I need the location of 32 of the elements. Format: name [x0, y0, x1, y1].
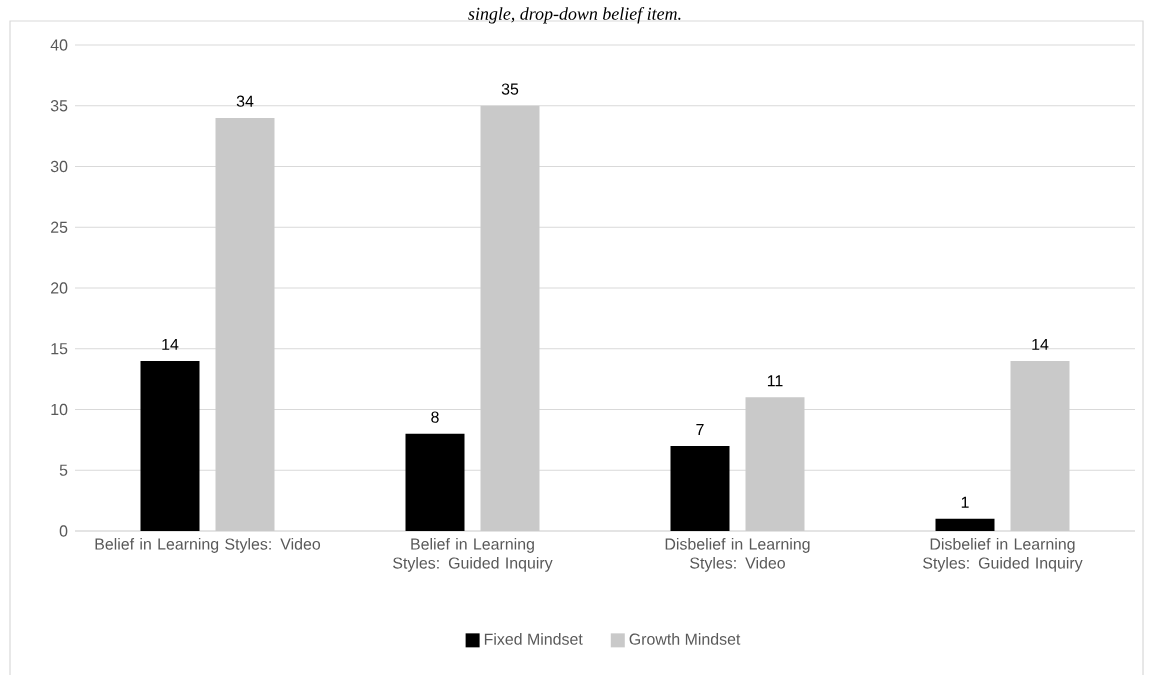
bar: [1010, 360, 1070, 531]
data-label: 11: [767, 375, 783, 387]
data-label: 1: [961, 496, 969, 508]
legend-label: Growth Mindset: [629, 633, 741, 645]
y-tick-label: 25: [51, 221, 68, 233]
y-tick-label: 20: [51, 282, 68, 294]
x-tick-label: Disbelief in Learning Styles: Video: [665, 538, 810, 572]
data-label: 7: [696, 423, 704, 435]
chart-title: single, drop-down belief item.: [468, 7, 681, 24]
x-tick-label: Belief in Learning Styles: Guided Inquiry: [393, 538, 553, 572]
y-tick-label: 30: [50, 160, 68, 173]
x-tick-label: Belief in Learning Styles: Video: [95, 538, 321, 553]
bar: [935, 518, 995, 531]
y-tick-label: 10: [51, 403, 68, 416]
data-label: 34: [236, 95, 254, 107]
y-tick-label: 5: [59, 464, 68, 476]
data-label: 8: [431, 411, 439, 423]
data-label: 14: [162, 338, 179, 350]
bar: [215, 117, 275, 531]
y-tick-label: 0: [59, 525, 68, 537]
data-label: 14: [1032, 338, 1049, 350]
data-label: 35: [501, 83, 519, 95]
x-tick-label: Disbelief in Learning Styles: Guided Inquiry: [923, 538, 1083, 572]
bar: [745, 397, 805, 531]
legend-label: Fixed Mindset: [484, 633, 583, 645]
bar: [670, 445, 730, 531]
y-tick-label: 15: [51, 343, 68, 355]
y-tick-label: 35: [50, 100, 68, 112]
bar: [480, 105, 540, 531]
y-tick-label: 40: [50, 39, 68, 51]
bar: [405, 433, 465, 531]
bar: [140, 360, 200, 531]
